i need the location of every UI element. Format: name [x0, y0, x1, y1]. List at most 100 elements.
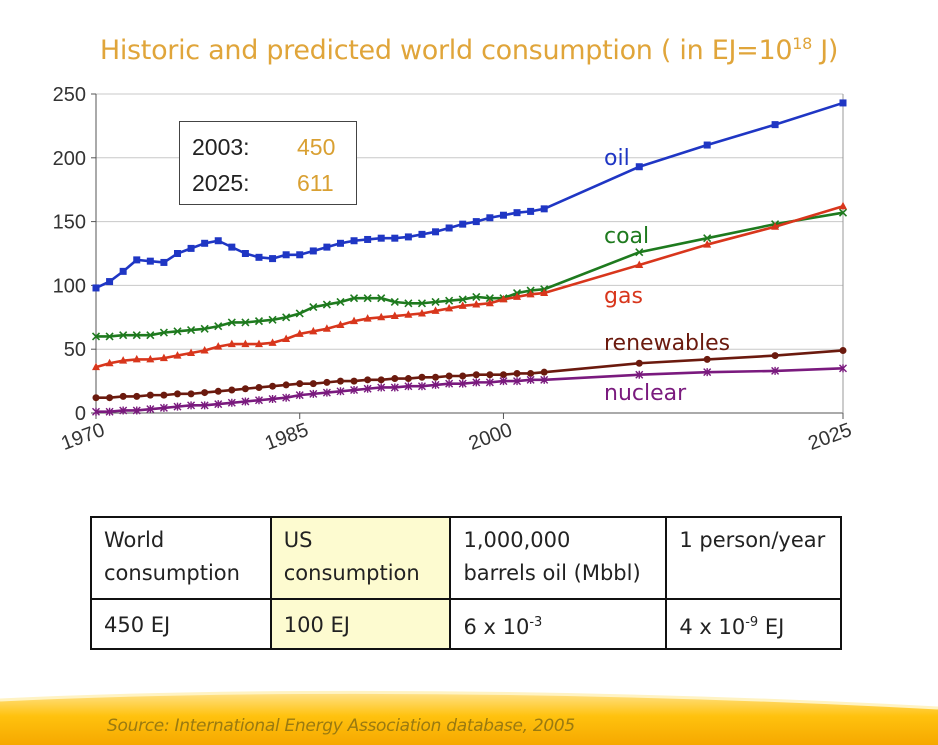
series-label-renewables: renewables [604, 331, 730, 356]
x-tick-label: 2025 [805, 419, 854, 455]
data-point-coal [132, 331, 141, 340]
data-point-gas [839, 201, 847, 210]
data-point-oil [459, 220, 467, 228]
data-point-gas [540, 288, 549, 297]
data-point-renewables [241, 385, 249, 393]
data-point-nuclear [540, 375, 549, 384]
data-point-coal [431, 297, 440, 307]
data-point-coal [377, 294, 386, 303]
data-point-nuclear [241, 397, 250, 406]
energy-comparison-table: World consumption US consumption 1,000,000… [90, 516, 842, 650]
data-point-renewables [201, 389, 209, 397]
data-point-renewables [323, 378, 331, 386]
data-point-gas [336, 320, 345, 328]
page-title: Historic and predicted world consumption… [99, 34, 839, 66]
data-point-coal [268, 315, 277, 324]
totals-year: 2025: [192, 170, 250, 196]
data-point-oil [269, 255, 277, 263]
data-point-oil [703, 141, 711, 149]
data-point-renewables [214, 387, 222, 395]
data-point-oil [133, 256, 141, 264]
y-tick-label: 50 [64, 339, 86, 361]
totals-box: 2003: 450 2025: 611 [179, 121, 357, 205]
data-point-nuclear [132, 406, 141, 415]
data-point-nuclear [635, 370, 644, 379]
data-point-coal [363, 294, 372, 303]
data-point-nuclear [268, 394, 277, 403]
data-point-nuclear [105, 407, 114, 416]
data-point-gas [445, 303, 454, 312]
data-point-gas [105, 358, 114, 367]
data-point-renewables [703, 355, 711, 363]
data-point-nuclear [227, 398, 236, 407]
data-point-renewables [459, 372, 467, 380]
data-point-nuclear [404, 382, 413, 391]
data-point-coal [119, 331, 128, 340]
data-point-gas [485, 298, 494, 307]
data-point-gas [159, 353, 168, 362]
data-point-nuclear [187, 401, 196, 410]
data-point-nuclear [254, 396, 263, 405]
data-point-oil [92, 284, 100, 292]
data-point-oil [336, 239, 344, 247]
data-point-oil [486, 214, 494, 222]
data-point-gas [390, 311, 399, 320]
data-point-renewables [119, 392, 127, 400]
table-cell-barrels-header: 1,000,000 barrels oil (Mbbl) [449, 516, 668, 600]
data-point-oil [160, 258, 168, 266]
data-point-coal [200, 324, 209, 333]
data-point-oil [228, 243, 236, 251]
footer-swoosh [0, 690, 938, 745]
data-point-nuclear [336, 387, 345, 396]
table-cell-us-value: 100 EJ [269, 598, 452, 650]
y-tick-label: 200 [53, 148, 86, 170]
data-point-gas [187, 348, 196, 357]
data-point-coal [309, 303, 318, 312]
data-point-oil [201, 239, 209, 247]
data-point-coal [703, 234, 712, 243]
data-point-nuclear [445, 379, 454, 388]
data-point-gas [295, 329, 304, 337]
data-point-renewables [350, 377, 358, 385]
data-point-nuclear [200, 401, 209, 410]
data-point-renewables [404, 375, 412, 383]
data-point-coal [485, 294, 494, 303]
data-point-gas [322, 324, 331, 332]
data-point-renewables [364, 376, 372, 384]
data-point-gas [499, 294, 508, 303]
data-point-oil [241, 250, 249, 257]
data-point-renewables [282, 381, 290, 389]
data-point-gas [214, 342, 223, 350]
data-point-coal [227, 318, 236, 327]
data-point-coal [336, 297, 345, 307]
data-point-gas [241, 339, 250, 348]
data-point-oil [255, 253, 263, 261]
series-label-gas: gas [604, 284, 643, 309]
data-point-coal [635, 248, 644, 257]
data-point-oil [418, 230, 426, 238]
data-point-renewables [771, 352, 779, 360]
data-point-gas [458, 301, 467, 309]
data-point-renewables [391, 375, 399, 383]
data-point-renewables [187, 390, 195, 398]
data-point-oil [445, 224, 453, 232]
data-point-nuclear [839, 364, 847, 373]
table-cell-world-header: World consumption [90, 516, 272, 600]
data-point-renewables [255, 383, 263, 391]
data-point-oil [472, 218, 480, 226]
data-point-oil [513, 209, 521, 217]
data-point-nuclear [309, 389, 318, 398]
series-line-renewables [96, 349, 844, 399]
table-cell-person-value: 4 x 10-9 EJ [665, 598, 842, 650]
data-point-oil [391, 234, 399, 242]
table-row: 450 EJ 100 EJ 6 x 10-3 4 x 10-9 EJ [90, 598, 842, 650]
series-label-nuclear: nuclear [604, 381, 687, 406]
y-tick-label: 0 [75, 403, 86, 425]
data-point-gas [282, 334, 291, 342]
data-point-oil [146, 257, 154, 265]
series-label-coal: coal [604, 224, 649, 249]
data-point-coal [282, 313, 291, 322]
data-point-nuclear [282, 393, 291, 402]
data-point-oil [432, 228, 440, 236]
data-point-renewables [418, 373, 426, 381]
